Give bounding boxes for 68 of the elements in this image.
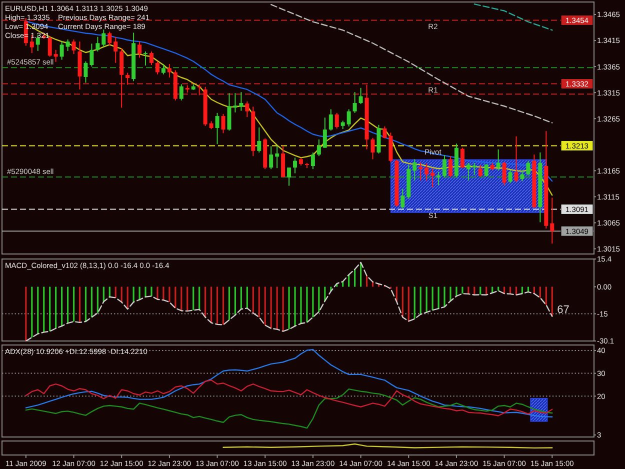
candlestick: [155, 60, 160, 75]
candlestick: [514, 136, 518, 183]
candlestick: [167, 63, 172, 78]
candlestick: [310, 152, 315, 170]
candlestick: [72, 38, 76, 55]
candlestick: [138, 41, 142, 58]
candlestick: [430, 168, 435, 188]
candlestick: [102, 29, 106, 48]
candlestick: [346, 108, 351, 127]
candlestick: [478, 164, 482, 178]
candlestick: [328, 108, 333, 132]
candlestick: [508, 170, 512, 184]
candlestick: [472, 162, 476, 176]
candlestick: [412, 158, 417, 182]
candlestick: [221, 113, 226, 134]
candlestick: [96, 36, 100, 52]
line-series: [25, 388, 553, 429]
candlestick: [48, 36, 52, 58]
candlestick: [322, 117, 327, 148]
candlestick: [197, 84, 202, 96]
candlestick: [54, 49, 58, 62]
candlestick: [466, 162, 470, 182]
candlestick: [550, 197, 554, 244]
candlestick: [239, 92, 244, 112]
candlestick: [316, 138, 321, 157]
annotation: 67: [557, 304, 570, 316]
candlestick: [281, 145, 286, 178]
line-series: [270, 4, 553, 124]
candlestick: [436, 171, 441, 186]
candlestick: [60, 41, 64, 60]
line-series: [25, 380, 553, 416]
line-series: [474, 3, 553, 31]
candlestick: [526, 160, 530, 176]
candlestick: [227, 92, 232, 132]
candlestick: [334, 112, 339, 130]
candlestick: [520, 170, 524, 182]
candlestick: [179, 84, 184, 101]
candlestick: [382, 126, 387, 139]
candlestick: [442, 154, 447, 178]
candlestick: [460, 147, 464, 169]
candlestick: [66, 38, 70, 52]
candlestick: [275, 145, 280, 169]
candlestick: [144, 50, 148, 66]
candlestick: [84, 60, 88, 84]
candlestick: [269, 146, 274, 170]
candlestick: [126, 72, 130, 86]
candlestick: [400, 188, 405, 210]
candlestick: [484, 164, 488, 178]
candlestick: [502, 161, 506, 186]
candlestick: [448, 156, 452, 178]
candlestick: [108, 31, 112, 46]
candlestick: [370, 137, 375, 160]
candlestick: [233, 92, 238, 113]
candlestick: [161, 63, 166, 75]
candlestick: [352, 92, 357, 114]
candlestick: [293, 157, 298, 174]
candlestick: [418, 162, 423, 182]
candlestick: [287, 167, 292, 186]
candlestick: [358, 87, 363, 105]
candlestick: [245, 100, 250, 118]
candlestick: [257, 126, 262, 153]
candlestick: [424, 162, 429, 182]
candlestick: [90, 43, 94, 68]
candlestick: [149, 50, 154, 66]
candlestick: [215, 112, 220, 145]
candlestick: [120, 48, 124, 108]
candlestick: [496, 148, 500, 172]
candlestick: [114, 36, 118, 64]
